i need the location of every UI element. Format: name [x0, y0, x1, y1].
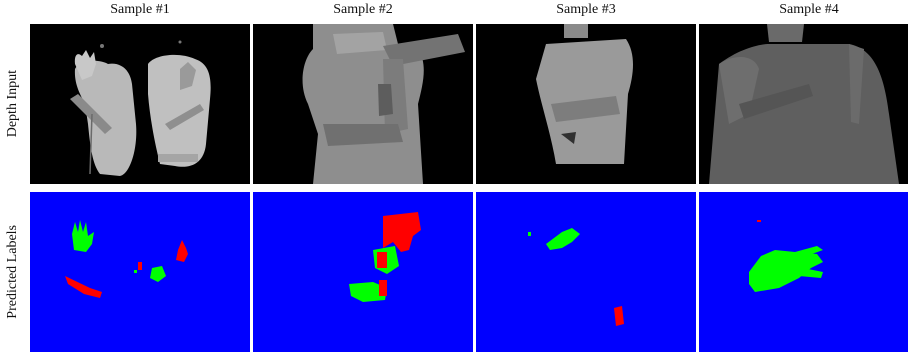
column-title-sample-3: Sample #3 — [556, 2, 616, 17]
depth-image-sample-4 — [699, 24, 908, 184]
label-map-sample-3 — [476, 192, 696, 352]
column-title-sample-2: Sample #2 — [333, 2, 393, 17]
row-label-depth-input: Depth Input — [5, 70, 20, 138]
label-map-sample-2 — [253, 192, 473, 352]
depth-image-sample-1 — [30, 24, 250, 184]
row-label-predicted-labels: Predicted Labels — [5, 225, 20, 319]
label-map-sample-1 — [30, 192, 250, 352]
depth-image-sample-3 — [476, 24, 696, 184]
column-title-sample-1: Sample #1 — [110, 2, 170, 17]
label-map-sample-4 — [699, 192, 908, 352]
column-title-sample-4: Sample #4 — [779, 2, 839, 17]
depth-image-sample-2 — [253, 24, 473, 184]
